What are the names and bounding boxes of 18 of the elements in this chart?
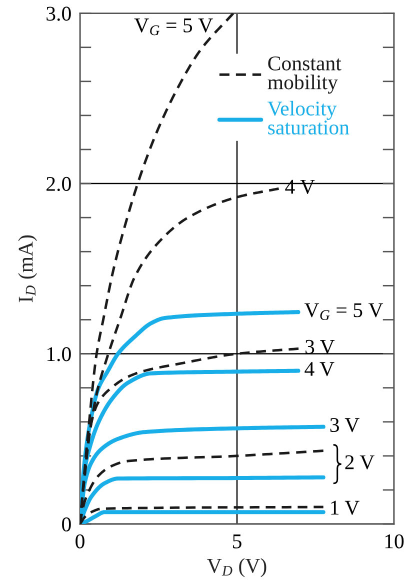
x-axis-title: V$_{D}$ (V) bbox=[207, 558, 266, 578]
annotation: 3 V bbox=[306, 340, 335, 354]
y-tick-label: 2.0 bbox=[46, 176, 71, 192]
annotation: V$_{G}$ = 5 V bbox=[134, 18, 213, 36]
annotation: 1 V bbox=[331, 500, 360, 515]
legend-label: Constant mobility bbox=[268, 56, 342, 94]
x-tick-label: 5 bbox=[233, 534, 242, 548]
y-tick-label: 0 bbox=[62, 517, 71, 532]
annotation: 4 V bbox=[304, 362, 334, 376]
legend-label: Velocity saturation bbox=[268, 100, 350, 135]
x-tick-label: 10 bbox=[385, 534, 404, 548]
annotation: 3 V bbox=[330, 418, 360, 432]
annotation: 2 V bbox=[345, 455, 374, 470]
y-tick-label: 3.0 bbox=[46, 6, 71, 21]
annotation: V$_{G}$ = 5 V bbox=[304, 303, 384, 320]
y-axis-title: I$_{D}$ (mA) bbox=[18, 235, 38, 302]
y-tick-label: 1.0 bbox=[47, 347, 71, 362]
x-tick-label: 0 bbox=[76, 534, 84, 548]
